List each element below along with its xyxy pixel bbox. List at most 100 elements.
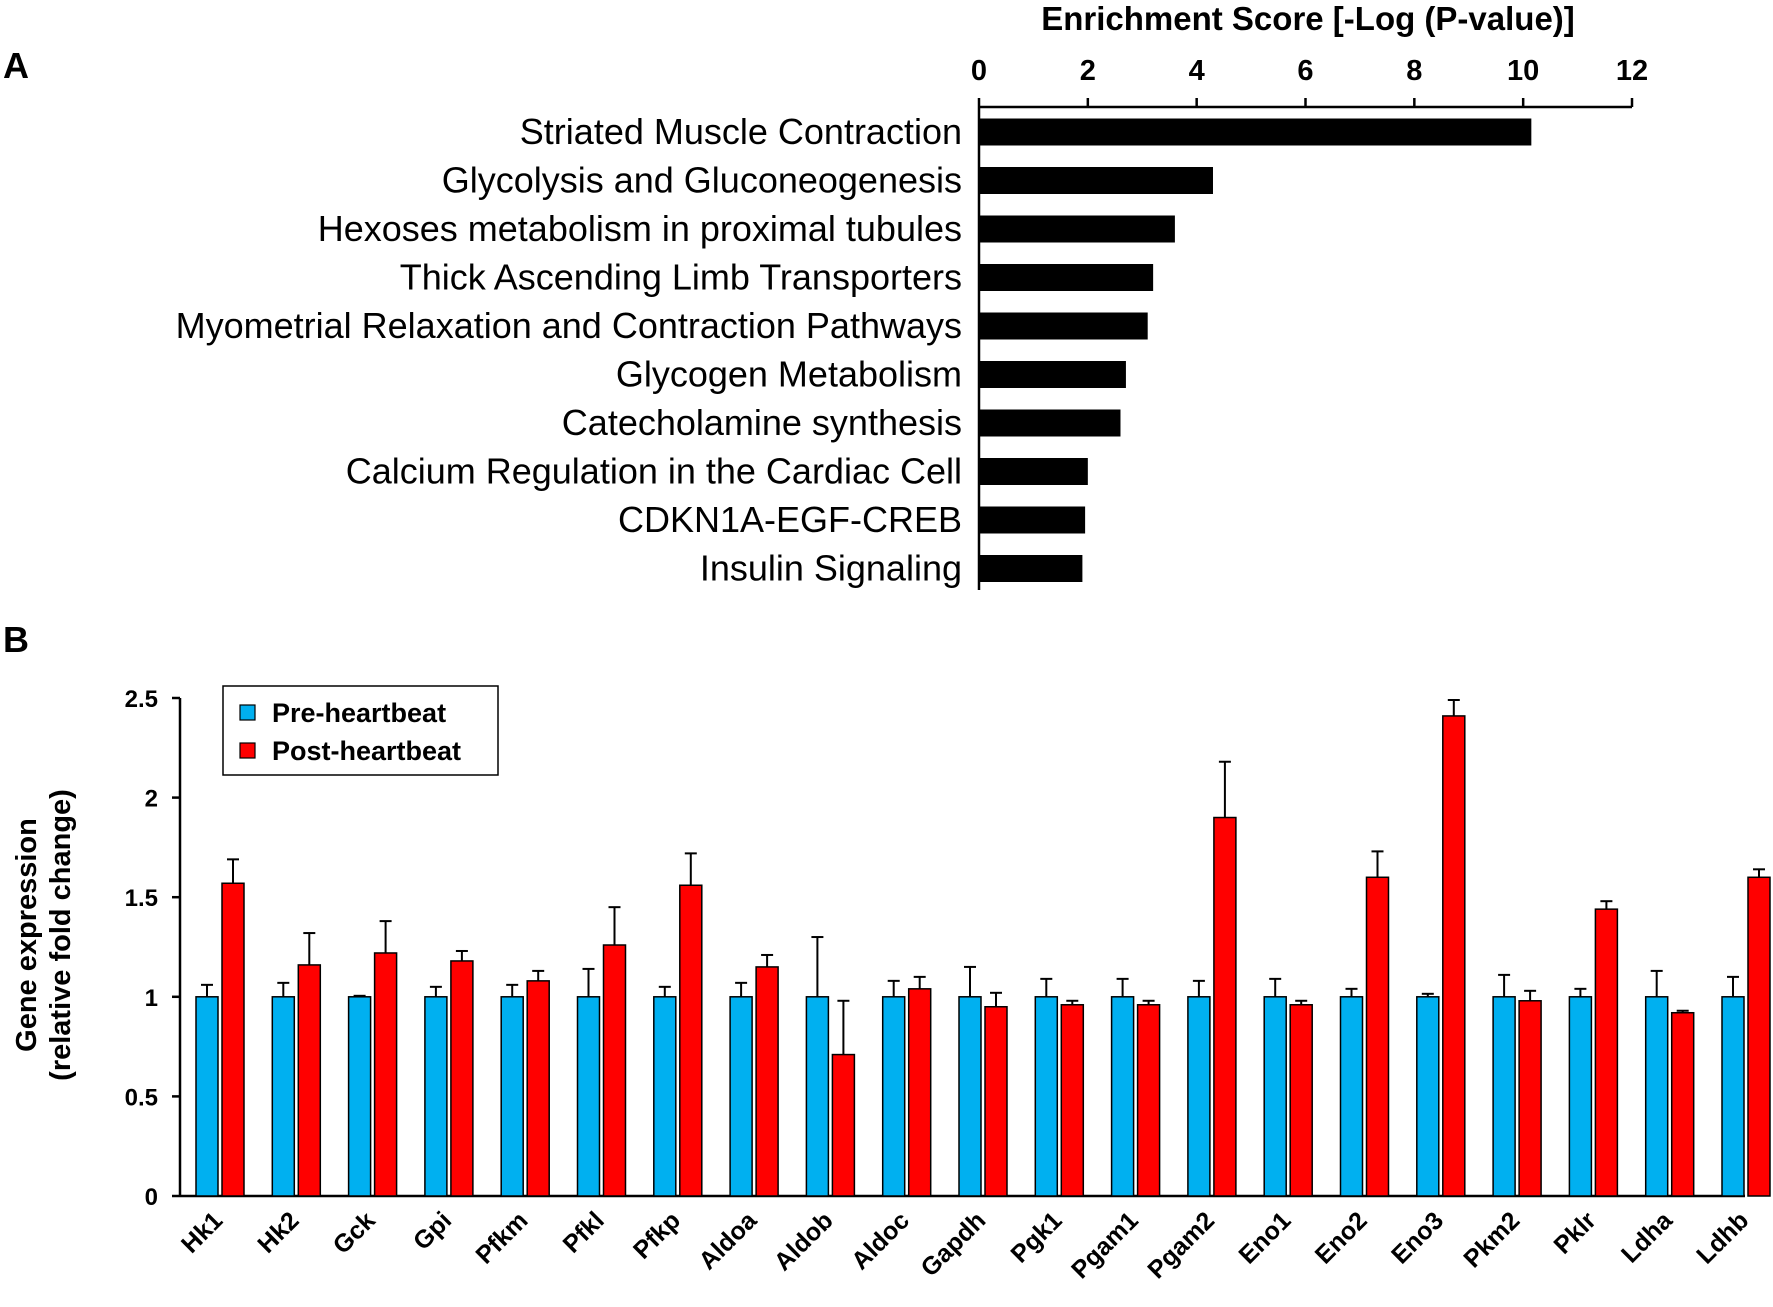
chart-b-bar-pre bbox=[576, 996, 601, 1197]
chart-b-bar-pre bbox=[1339, 996, 1364, 1197]
chart-b-tick-label: 2.5 bbox=[125, 686, 158, 713]
chart-b-tick-label: 0.5 bbox=[125, 1084, 158, 1111]
chart-a-category-labels: Striated Muscle Contraction Glycolysis an… bbox=[176, 111, 962, 589]
chart-b-bar-post bbox=[907, 988, 932, 1197]
chart-b-bar-pre bbox=[500, 996, 524, 1197]
chart-a-ticks: 0 2 4 6 8 10 12 bbox=[971, 55, 1648, 107]
chart-b-bar-pre bbox=[1416, 996, 1440, 1197]
chart-b-category-label: Pklr bbox=[1548, 1206, 1601, 1259]
chart-b-gene-expression: Gene expression (relative fold change) 0… bbox=[11, 685, 1771, 1285]
chart-b-tick-label: 2 bbox=[145, 786, 158, 813]
chart-b-category-label: Eno3 bbox=[1386, 1206, 1449, 1269]
chart-b-category-label: Hk1 bbox=[176, 1206, 228, 1258]
chart-b-bar-post bbox=[679, 884, 703, 1197]
chart-b-bar-pre bbox=[271, 996, 296, 1197]
panel-label-a: A bbox=[3, 45, 29, 86]
chart-a-enrichment: Enrichment Score [-Log (P-value)] 0 2 4 6 8 1… bbox=[176, 0, 1648, 590]
chart-a-category-label: Striated Muscle Contraction bbox=[520, 111, 962, 152]
chart-a-tick-label: 2 bbox=[1080, 55, 1096, 87]
chart-b-category-label: Pkm2 bbox=[1458, 1206, 1525, 1273]
chart-b-category-label: Eno1 bbox=[1233, 1206, 1296, 1269]
chart-b-bar-post bbox=[1518, 1000, 1542, 1197]
chart-b-category-label: Gpi bbox=[408, 1206, 457, 1255]
chart-a-title: Enrichment Score [-Log (P-value)] bbox=[1041, 0, 1575, 37]
chart-b-bar-pre bbox=[1492, 996, 1516, 1197]
chart-a-category-label: Hexoses metabolism in proximal tubules bbox=[318, 208, 962, 249]
chart-b-bar-pre bbox=[1721, 996, 1745, 1197]
chart-a-tick-label: 10 bbox=[1507, 55, 1539, 87]
chart-b-tick-label: 1 bbox=[145, 985, 158, 1012]
chart-a-bar bbox=[980, 555, 1083, 582]
chart-b-bar-post bbox=[1289, 1004, 1313, 1197]
chart-a-tick-label: 6 bbox=[1297, 55, 1313, 87]
chart-b-bars bbox=[195, 698, 1771, 1197]
chart-b-bar-post bbox=[373, 952, 398, 1197]
chart-b-category-label: Ldha bbox=[1616, 1206, 1679, 1269]
chart-b-category-label: Eno2 bbox=[1310, 1206, 1373, 1269]
chart-b-bar-post bbox=[450, 960, 474, 1197]
chart-a-tick-label: 0 bbox=[971, 55, 987, 87]
chart-b-bar-post bbox=[526, 980, 550, 1197]
chart-b-category-label: Gck bbox=[328, 1206, 381, 1259]
legend-swatch-post bbox=[239, 742, 256, 759]
legend-label-pre: Pre-heartbeat bbox=[272, 698, 446, 728]
chart-b-y-axis-label: Gene expression (relative fold change) bbox=[11, 789, 77, 1081]
chart-b-bar-post bbox=[1670, 1011, 1695, 1197]
chart-b-bar-pre bbox=[805, 996, 830, 1197]
chart-b-tick-label: 1.5 bbox=[125, 885, 158, 912]
chart-b-category-label: Aldoc bbox=[846, 1206, 915, 1275]
chart-b-bar-post bbox=[221, 882, 245, 1197]
chart-b-category-label: Aldob bbox=[769, 1206, 839, 1276]
chart-a-category-label: CDKN1A-EGF-CREB bbox=[618, 499, 962, 540]
chart-b-ylabel-line1: Gene expression bbox=[11, 818, 43, 1052]
chart-a-bar bbox=[980, 215, 1175, 243]
chart-a-category-label: Catecholamine synthesis bbox=[562, 402, 962, 443]
chart-a-category-label: Myometrial Relaxation and Contraction Pa… bbox=[176, 305, 962, 346]
chart-a-tick-label: 8 bbox=[1406, 55, 1422, 87]
chart-b-bar-post bbox=[755, 966, 779, 1197]
chart-a-tick-label: 12 bbox=[1616, 55, 1648, 87]
chart-b-bar-pre bbox=[195, 996, 219, 1197]
chart-b-bar-pre bbox=[1263, 996, 1287, 1197]
chart-b-category-label: Pfkl bbox=[558, 1206, 610, 1258]
chart-a-bar bbox=[980, 409, 1121, 437]
chart-a-category-label: Calcium Regulation in the Cardiac Cell bbox=[346, 451, 962, 492]
chart-b-bar-post bbox=[1747, 876, 1771, 1197]
chart-b-bar-pre bbox=[1187, 996, 1211, 1197]
chart-b-bar-post bbox=[1060, 1004, 1085, 1197]
chart-a-category-label: Insulin Signaling bbox=[700, 548, 962, 589]
chart-b-category-label: Pfkm bbox=[470, 1206, 533, 1269]
chart-b-bar-post bbox=[1442, 715, 1466, 1197]
chart-a-bar bbox=[980, 118, 1532, 146]
chart-b-category-label: Pgam1 bbox=[1066, 1206, 1144, 1284]
chart-b-bar-post bbox=[1594, 908, 1619, 1197]
chart-b-category-label: Pgk1 bbox=[1005, 1206, 1067, 1268]
chart-b-category-label: Gapdh bbox=[915, 1206, 991, 1282]
chart-b-bar-pre bbox=[347, 996, 372, 1197]
chart-b-bar-post bbox=[297, 964, 322, 1197]
chart-b-bar-pre bbox=[1110, 996, 1135, 1197]
chart-b-tick-label: 0 bbox=[145, 1184, 158, 1211]
panel-label-b: B bbox=[3, 619, 29, 660]
chart-b-category-label: Aldoa bbox=[693, 1206, 763, 1276]
chart-b-legend: Pre-heartbeat Post-heartbeat bbox=[222, 685, 499, 776]
chart-a-bar bbox=[980, 361, 1126, 388]
chart-b-bar-post bbox=[984, 1006, 1008, 1197]
chart-b-category-label: Ldhb bbox=[1691, 1206, 1754, 1269]
chart-a-category-label: Glycolysis and Gluconeogenesis bbox=[442, 160, 962, 201]
chart-a-bars bbox=[980, 118, 1532, 582]
chart-b-y-ticks: 0 0.5 1 1.5 2 2.5 bbox=[125, 686, 180, 1211]
chart-b-bar-pre bbox=[1568, 996, 1593, 1197]
chart-b-bar-pre bbox=[1644, 996, 1669, 1197]
chart-a-category-label: Glycogen Metabolism bbox=[616, 354, 962, 395]
chart-b-category-labels: Hk1 Hk2 Gck Gpi Pfkm Pfkl Pfkp Aldoa Aldob Aldoc G… bbox=[176, 1206, 1754, 1285]
chart-a-category-label: Thick Ascending Limb Transporters bbox=[400, 257, 962, 298]
chart-b-ylabel-line2: (relative fold change) bbox=[45, 789, 77, 1081]
legend-swatch-pre bbox=[239, 704, 256, 721]
chart-b-bar-pre bbox=[653, 996, 677, 1197]
chart-b-category-label: Pfkp bbox=[628, 1206, 686, 1264]
chart-b-bar-post bbox=[1365, 876, 1390, 1197]
chart-b-bar-post bbox=[602, 944, 627, 1197]
chart-b-category-label: Hk2 bbox=[252, 1206, 304, 1258]
